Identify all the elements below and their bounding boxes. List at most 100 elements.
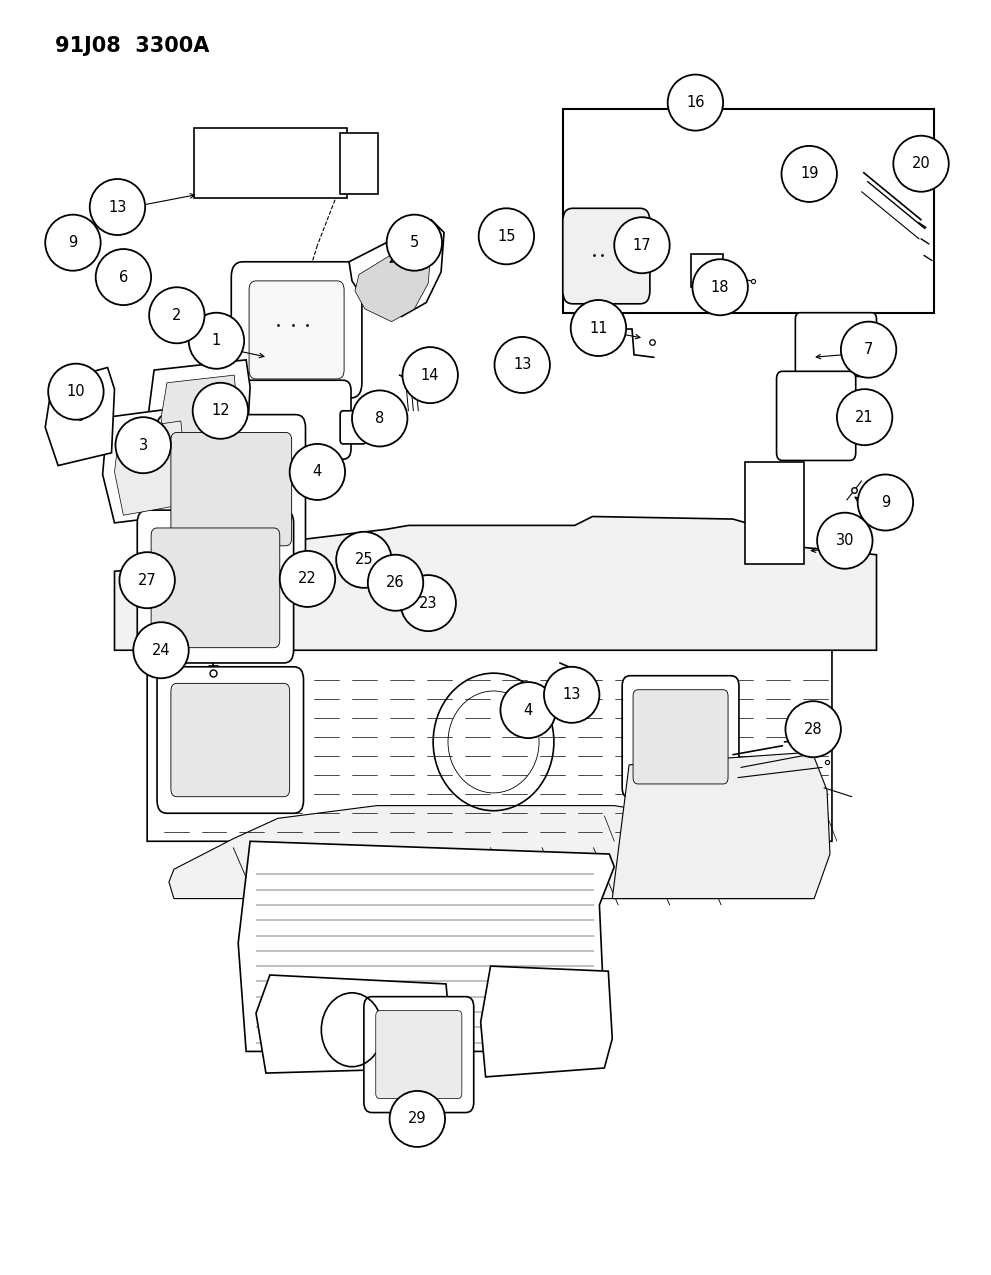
Text: 11: 11 [590, 320, 607, 335]
Polygon shape [115, 516, 876, 650]
Ellipse shape [96, 249, 151, 305]
Text: 21: 21 [855, 409, 874, 425]
Ellipse shape [500, 682, 556, 738]
Bar [193, 128, 347, 198]
Text: 2: 2 [172, 307, 181, 323]
Polygon shape [256, 975, 451, 1074]
FancyBboxPatch shape [151, 528, 279, 648]
Text: 7: 7 [864, 342, 873, 357]
Text: 26: 26 [386, 575, 405, 590]
Bar [340, 133, 378, 194]
Ellipse shape [192, 382, 248, 439]
Ellipse shape [149, 287, 204, 343]
FancyBboxPatch shape [340, 411, 366, 444]
Ellipse shape [116, 417, 170, 473]
Ellipse shape [893, 135, 948, 191]
Ellipse shape [857, 474, 913, 530]
Ellipse shape [90, 179, 145, 235]
Ellipse shape [46, 214, 101, 270]
Polygon shape [46, 367, 115, 465]
Ellipse shape [49, 363, 104, 419]
Ellipse shape [818, 513, 872, 569]
Ellipse shape [402, 347, 458, 403]
Bar [745, 462, 805, 564]
Polygon shape [355, 236, 431, 321]
FancyBboxPatch shape [231, 261, 362, 398]
Text: 29: 29 [408, 1112, 427, 1126]
Polygon shape [168, 806, 818, 899]
Ellipse shape [386, 214, 442, 270]
Text: 20: 20 [912, 157, 931, 171]
Ellipse shape [289, 444, 345, 500]
Text: 4: 4 [313, 464, 322, 479]
Text: 30: 30 [835, 533, 854, 548]
FancyBboxPatch shape [692, 254, 723, 287]
Text: 28: 28 [804, 722, 823, 737]
Text: 9: 9 [68, 235, 77, 250]
Text: 12: 12 [211, 403, 230, 418]
Bar [563, 108, 934, 312]
Ellipse shape [389, 1091, 445, 1148]
Text: 17: 17 [632, 237, 651, 252]
Ellipse shape [279, 551, 335, 607]
Text: 23: 23 [419, 595, 437, 611]
Ellipse shape [786, 701, 841, 757]
Ellipse shape [188, 312, 244, 368]
Ellipse shape [134, 622, 188, 678]
Polygon shape [481, 966, 612, 1077]
Ellipse shape [782, 145, 837, 201]
FancyBboxPatch shape [796, 312, 876, 376]
FancyBboxPatch shape [563, 208, 650, 303]
Ellipse shape [614, 217, 670, 273]
Text: 9: 9 [881, 495, 890, 510]
FancyBboxPatch shape [157, 667, 303, 813]
Polygon shape [147, 360, 250, 469]
Polygon shape [103, 405, 200, 523]
Text: 24: 24 [152, 643, 170, 658]
Ellipse shape [571, 300, 626, 356]
Text: 13: 13 [563, 687, 581, 703]
Text: 6: 6 [119, 269, 128, 284]
Ellipse shape [837, 389, 892, 445]
FancyBboxPatch shape [376, 1011, 462, 1099]
Polygon shape [349, 219, 444, 316]
FancyBboxPatch shape [238, 380, 351, 459]
FancyBboxPatch shape [170, 683, 289, 797]
Ellipse shape [336, 532, 391, 588]
Polygon shape [612, 752, 830, 899]
FancyBboxPatch shape [170, 432, 291, 546]
Text: 15: 15 [497, 228, 515, 244]
Text: 16: 16 [686, 96, 705, 110]
FancyBboxPatch shape [622, 676, 739, 798]
Ellipse shape [495, 337, 550, 393]
FancyBboxPatch shape [777, 371, 855, 460]
Bar [488, 224, 509, 245]
Polygon shape [115, 421, 183, 515]
Ellipse shape [841, 321, 896, 377]
Text: 10: 10 [66, 384, 85, 399]
Text: 27: 27 [138, 572, 157, 588]
Text: 3: 3 [139, 437, 148, 453]
FancyBboxPatch shape [157, 414, 305, 561]
Ellipse shape [400, 575, 456, 631]
Ellipse shape [352, 390, 407, 446]
Ellipse shape [120, 552, 174, 608]
Polygon shape [238, 842, 614, 1052]
Ellipse shape [479, 208, 534, 264]
Polygon shape [161, 375, 236, 462]
Polygon shape [147, 648, 832, 842]
Ellipse shape [544, 667, 600, 723]
Text: 14: 14 [421, 367, 439, 382]
Ellipse shape [368, 555, 423, 611]
Text: 13: 13 [108, 199, 127, 214]
Text: 5: 5 [409, 235, 419, 250]
Text: 19: 19 [800, 167, 819, 181]
FancyBboxPatch shape [138, 510, 293, 663]
FancyBboxPatch shape [633, 690, 728, 784]
Text: 18: 18 [711, 279, 729, 295]
FancyBboxPatch shape [364, 997, 474, 1113]
Text: 91J08  3300A: 91J08 3300A [55, 37, 209, 56]
Text: 22: 22 [298, 571, 317, 587]
Text: 1: 1 [212, 333, 221, 348]
Text: 13: 13 [513, 357, 531, 372]
